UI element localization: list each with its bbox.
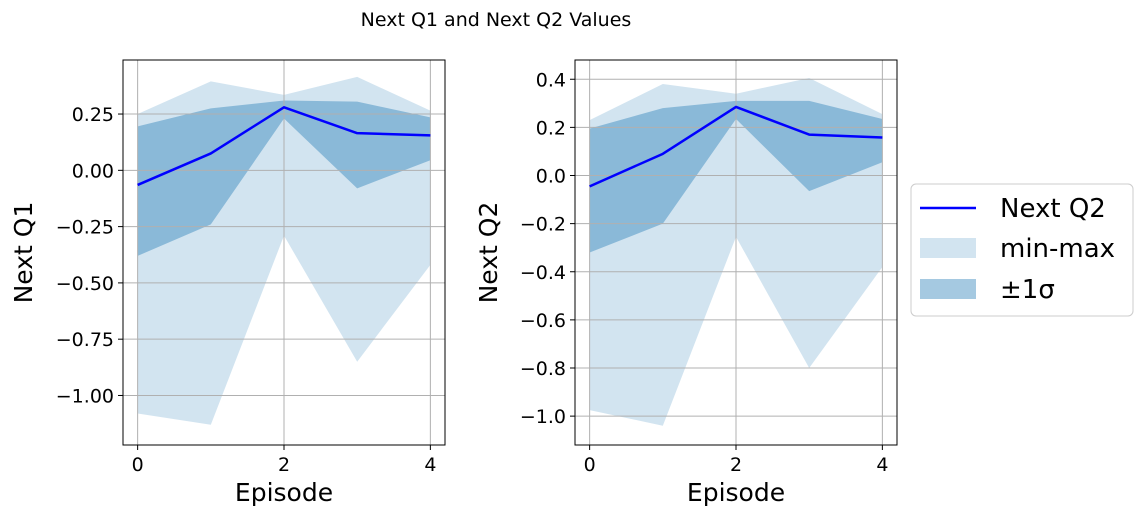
legend-item: ±1σ bbox=[920, 275, 1055, 305]
legend-item: min-max bbox=[920, 234, 1115, 264]
legend-frame bbox=[910, 183, 1134, 317]
y-tick-label: −0.2 bbox=[520, 214, 566, 236]
subplot-2: 0 2 4 −1.0 −0.8 −0.6 −0.4 −0.2 0.0 0.2 0.4 Episode N… bbox=[474, 59, 898, 507]
x-tick-label: 2 bbox=[278, 454, 290, 476]
y-tick-label: −0.50 bbox=[56, 273, 114, 295]
legend-swatch-std bbox=[920, 279, 976, 299]
y-tick-label: 0.00 bbox=[72, 160, 114, 182]
subplot-1: 0 2 4 −1.00 −0.75 −0.50 −0.25 0.00 0.25 Episode Ne… bbox=[9, 59, 446, 507]
y-tick-label: −0.4 bbox=[520, 262, 566, 284]
x-tick-label: 0 bbox=[132, 454, 144, 476]
legend-label: Next Q2 bbox=[1000, 194, 1106, 224]
axes-container: 0 2 4−1.00−0.75−0.50−0.250.000.25EpisodeNe… bbox=[9, 59, 898, 507]
x-axis-label: Episode bbox=[235, 478, 333, 507]
y-tick-label: 0.4 bbox=[536, 69, 566, 91]
y-axis-label: Next Q1 bbox=[9, 202, 38, 304]
minmax-band bbox=[137, 76, 431, 425]
legend-swatch-minmax bbox=[920, 238, 976, 258]
legend: Next Q2 min-max ±1σ bbox=[910, 183, 1134, 317]
x-tick-label: 4 bbox=[424, 454, 436, 476]
y-axis-label: Next Q2 bbox=[474, 202, 503, 304]
y-tick-label: −0.25 bbox=[56, 217, 114, 239]
x-tick-label: 0 bbox=[584, 454, 596, 476]
x-tick-label: 4 bbox=[876, 454, 888, 476]
y-tick-label: −0.75 bbox=[56, 329, 114, 351]
legend-label: ±1σ bbox=[1000, 275, 1055, 305]
y-tick-label: 0.0 bbox=[536, 166, 566, 188]
y-tick-label: 0.25 bbox=[72, 104, 114, 126]
minmax-band bbox=[589, 78, 883, 426]
std-band bbox=[589, 100, 883, 253]
y-tick-label: −0.8 bbox=[520, 358, 566, 380]
y-tick-label: −0.6 bbox=[520, 310, 566, 332]
x-axis-label: Episode bbox=[687, 478, 785, 507]
std-band bbox=[137, 100, 431, 256]
y-tick-label: −1.0 bbox=[520, 406, 566, 428]
plot-area bbox=[123, 60, 445, 445]
y-tick-label: −1.00 bbox=[56, 385, 114, 407]
mean-line bbox=[137, 106, 431, 187]
figure-title: Next Q1 and Next Q2 Values bbox=[361, 9, 632, 31]
x-tick-label: 2 bbox=[730, 454, 742, 476]
plot-area bbox=[575, 60, 897, 445]
mean-line bbox=[589, 105, 883, 188]
legend-label: min-max bbox=[1000, 234, 1115, 264]
legend-item: Next Q2 bbox=[920, 194, 1106, 224]
y-tick-label: 0.2 bbox=[536, 117, 566, 139]
